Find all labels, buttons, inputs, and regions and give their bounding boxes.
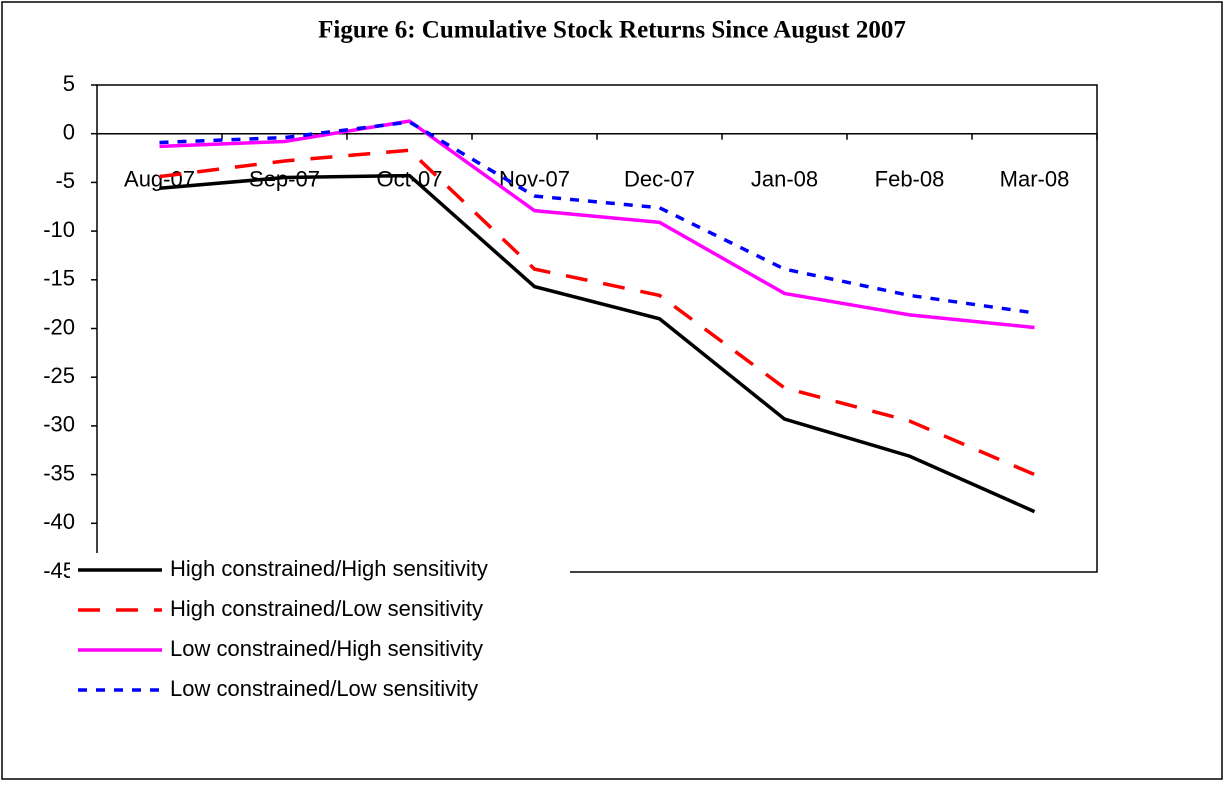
series-line [159, 120, 1035, 315]
chart-title: Figure 6: Cumulative Stock Returns Since… [318, 17, 906, 44]
series-line [159, 173, 1036, 514]
x-tick-label: Jan-08 [751, 167, 818, 192]
y-tick-label: -5 [55, 168, 75, 193]
y-tick-label: -15 [43, 266, 75, 291]
legend-label: High constrained/High sensitivity [170, 556, 488, 581]
legend-label: Low constrained/Low sensitivity [170, 676, 478, 701]
x-tick-label: Feb-08 [875, 167, 945, 192]
x-tick-label: Dec-07 [624, 167, 695, 192]
x-tick-label: Nov-07 [499, 167, 570, 192]
y-tick-label: -30 [43, 412, 75, 437]
series-line [159, 119, 1035, 330]
y-tick-label: 5 [63, 71, 75, 96]
y-tick-label: 0 [63, 120, 75, 145]
y-tick-label: -35 [43, 460, 75, 485]
y-tick-label: -25 [43, 363, 75, 388]
legend-bg [70, 593, 570, 627]
y-tick-label: -20 [43, 314, 75, 339]
legend-label: High constrained/Low sensitivity [170, 596, 483, 621]
x-tick-label: Mar-08 [1000, 167, 1070, 192]
series-line [159, 148, 1036, 477]
y-tick-label: -40 [43, 509, 75, 534]
y-tick-label: -45 [43, 558, 75, 583]
legend-label: Low constrained/High sensitivity [170, 636, 483, 661]
y-tick-label: -10 [43, 217, 75, 242]
